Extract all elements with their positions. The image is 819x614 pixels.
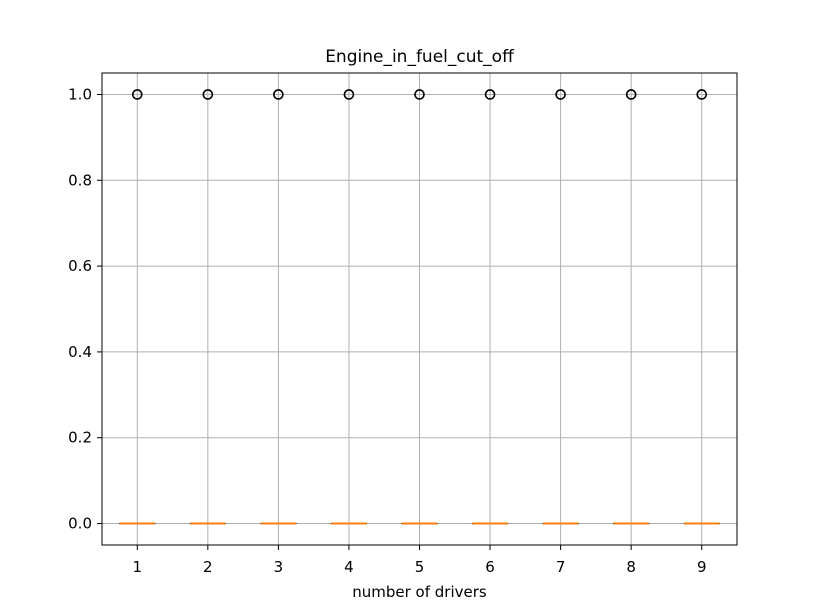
boxes <box>119 89 720 525</box>
outlier-point <box>343 89 355 100</box>
chart-title: Engine_in_fuel_cut_off <box>325 47 515 67</box>
outlier-point <box>131 89 143 100</box>
x-tick-label: 3 <box>274 558 284 576</box>
y-tick-label: 0.6 <box>68 257 92 275</box>
outlier-point <box>696 89 708 100</box>
x-tick-label: 6 <box>485 558 495 576</box>
outlier-point <box>414 89 425 100</box>
x-tick-label: 2 <box>203 558 213 576</box>
axis-ticks: 1 2 3 4 5 6 7 8 9 0.0 0.2 0.4 0.6 0.8 1.0 <box>68 85 706 576</box>
outlier-point <box>625 89 637 100</box>
outlier-point <box>202 89 214 100</box>
x-tick-label: 7 <box>556 558 566 576</box>
outlier-point <box>555 89 566 100</box>
x-tick-label: 9 <box>697 558 707 576</box>
x-tick-label: 4 <box>344 558 354 576</box>
x-tick-label: 5 <box>415 558 425 576</box>
y-tick-label: 0.8 <box>68 171 92 189</box>
outlier-point <box>484 89 496 100</box>
grid <box>102 73 737 545</box>
y-tick-label: 0.2 <box>68 429 92 447</box>
x-tick-label: 1 <box>133 558 143 576</box>
y-tick-label: 0.0 <box>68 515 92 533</box>
x-axis-label: number of drivers <box>352 583 487 601</box>
y-tick-label: 1.0 <box>68 85 92 103</box>
x-tick-label: 8 <box>626 558 636 576</box>
y-tick-label: 0.4 <box>68 343 92 361</box>
outlier-point <box>273 89 284 100</box>
